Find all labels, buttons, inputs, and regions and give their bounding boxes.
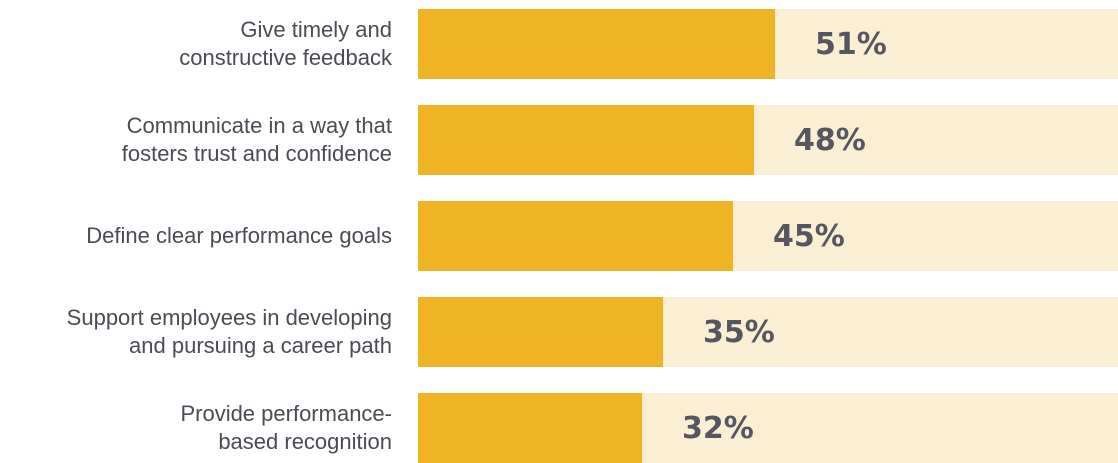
value-label: 35% — [703, 314, 775, 350]
category-label: Give timely and constructive feedback — [179, 17, 392, 70]
value-label: 32% — [682, 410, 754, 446]
bar-fill — [418, 201, 733, 271]
bar-fill — [418, 297, 663, 367]
bar-row: Communicate in a way that fosters trust … — [0, 105, 1118, 175]
category-label: Support employees in developing and purs… — [66, 305, 392, 358]
category-label: Define clear performance goals — [86, 223, 392, 248]
value-label: 51% — [815, 26, 887, 62]
value-label: 45% — [773, 218, 845, 254]
category-label: Communicate in a way that fosters trust … — [121, 113, 392, 166]
category-label: Provide performance- based recognition — [180, 401, 392, 454]
bar-track — [418, 105, 1118, 175]
bar-row: Give timely and constructive feedback 51… — [0, 9, 1118, 79]
bar-row: Define clear performance goals 45% — [0, 201, 1118, 271]
bar-track — [418, 393, 1118, 463]
bar-fill — [418, 9, 775, 79]
bar-track — [418, 9, 1118, 79]
bar-fill — [418, 105, 754, 175]
bar-row: Provide performance- based recognition 3… — [0, 393, 1118, 463]
bar-track — [418, 297, 1118, 367]
bar-row: Support employees in developing and purs… — [0, 297, 1118, 367]
value-label: 48% — [794, 122, 866, 158]
bar-track — [418, 201, 1118, 271]
bar-fill — [418, 393, 642, 463]
